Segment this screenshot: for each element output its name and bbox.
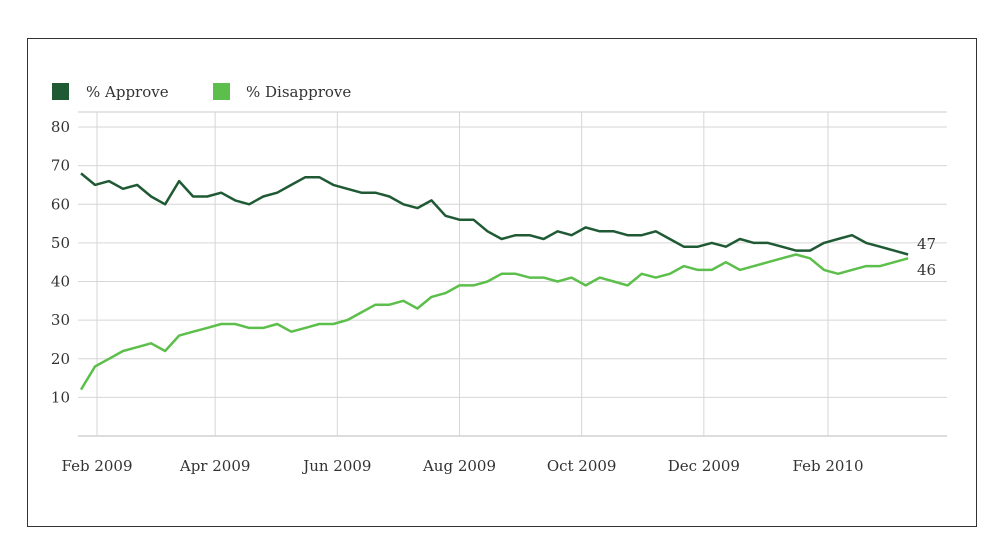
- legend: % Approve % Disapprove: [52, 83, 351, 101]
- y-tick-label: 20: [51, 350, 70, 368]
- y-tick-label: 10: [51, 388, 70, 406]
- x-tick-label: Apr 2009: [179, 457, 251, 475]
- chart-frame: [27, 38, 977, 527]
- y-tick-label: 40: [51, 273, 70, 291]
- y-tick-label: 80: [51, 118, 70, 136]
- gridlines: 10 20 30 40 50 60 70 80 Feb 2009 Apr 2009 Jun 2009…: [51, 111, 947, 475]
- y-tick-label: 30: [51, 311, 70, 329]
- series-line-disapprove: [79, 253, 909, 391]
- x-tick-label: Aug 2009: [422, 457, 496, 475]
- series-line-approve: [80, 172, 909, 256]
- legend-label-approve: % Approve: [86, 83, 169, 101]
- end-label-approve: 47: [917, 235, 936, 253]
- y-tick-label: 60: [51, 195, 70, 213]
- legend-swatch-approve: [52, 83, 69, 100]
- series-lines: [79, 172, 909, 391]
- x-tick-label: Dec 2009: [668, 457, 740, 475]
- x-tick-label: Feb 2010: [792, 457, 863, 475]
- legend-label-disapprove: % Disapprove: [246, 83, 351, 101]
- end-label-disapprove: 46: [917, 261, 936, 279]
- x-tick-label: Oct 2009: [547, 457, 617, 475]
- x-tick-label: Jun 2009: [301, 457, 371, 475]
- y-tick-label: 70: [51, 157, 70, 175]
- legend-swatch-disapprove: [213, 83, 230, 100]
- x-tick-label: Feb 2009: [61, 457, 132, 475]
- y-tick-label: 50: [51, 234, 70, 252]
